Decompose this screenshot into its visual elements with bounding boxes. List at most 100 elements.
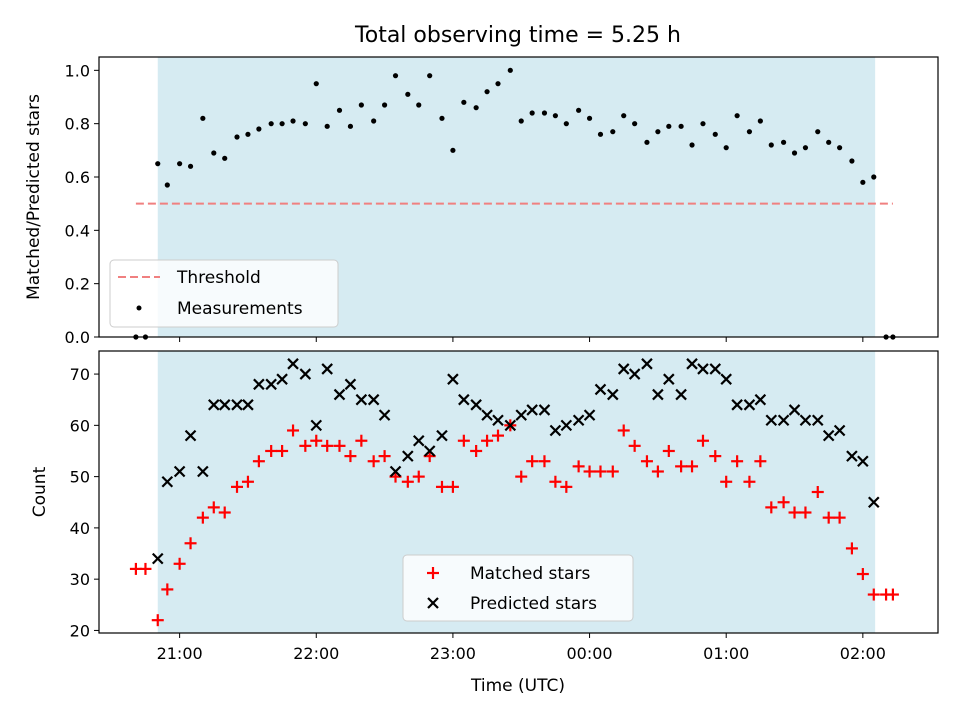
bottom-axes-frame [98,350,939,634]
matched-star-point [720,475,733,488]
predicted-star-point [218,399,231,411]
measurement-point [678,123,684,129]
top-legend-box [109,259,339,328]
measurement-point [576,107,582,113]
predicted-star-point [811,414,824,426]
top-y-tick-label: 0.4 [65,221,90,240]
matched-star-point [276,444,289,457]
matched-star-point [845,542,858,555]
predicted-star-point [447,373,459,385]
matched-star-point [640,455,653,468]
measurement-point [313,81,319,87]
legend-matched-label: Matched stars [470,564,590,584]
matched-star-point [856,568,869,581]
legend-threshold-label: Threshold [176,268,261,288]
matched-star-point [777,496,790,509]
bottom-y-axis-label: Count [30,466,50,517]
matched-star-point [743,475,756,488]
measurement-point [200,115,206,121]
matched-star-point [139,562,152,575]
predicted-star-point [151,552,164,565]
measurement-point [347,123,354,129]
top-y-axis-label: Matched/Predicted stars [24,94,44,300]
matched-star-point [355,434,368,447]
matched-star-point [606,465,619,478]
bottom-y-tick-label: 60 [70,416,90,435]
matched-star-point [412,470,425,483]
predicted-star-point [799,414,812,426]
predicted-star-point [515,409,528,421]
x-axis-label: Time (UTC) [470,676,565,696]
measurement-point [211,150,217,156]
measurement-point [768,142,774,148]
predicted-star-point [788,404,801,416]
measurement-point [450,147,456,153]
predicted-star-point [822,429,835,442]
predicted-star-point [161,475,174,488]
predicted-star-point [184,429,197,442]
bottom-legend: Matched stars Predicted stars [402,554,634,622]
measurement-point [381,102,388,108]
measurement-point [757,118,763,124]
predicted-star-point [367,393,380,406]
predicted-star-point [423,445,436,457]
predicted-star-point [276,373,288,385]
predicted-star-point [299,368,312,380]
predicted-star-point [492,414,504,426]
predicted-star-point [765,414,778,426]
predicted-star-point [709,363,722,375]
matched-star-point [651,465,664,478]
predicted-star-point [607,388,619,401]
measurement-point [700,121,706,127]
measurement-point [155,161,161,167]
predicted-star-point [594,383,607,396]
bottom-panel: 20 30 40 50 60 70 21:00 22:00 23:00 00:00 01:00 02:… [30,350,939,696]
matched-star-point [696,434,709,447]
matched-star-point [731,455,744,468]
measurement-point [689,142,695,148]
measurement-point [849,158,855,164]
legend-measurements-label: Measurements [177,299,303,319]
measurement-point [495,81,501,87]
x-tick-label: 00:00 [567,644,613,663]
predicted-star-point [641,358,653,370]
bottom-y-tick-label: 20 [70,621,90,640]
measurement-point [439,115,445,121]
matched-star-point [811,486,824,498]
predicted-star-point [867,496,880,509]
matched-star-point [378,450,391,463]
measurement-point [484,89,490,95]
bottom-y-tick-label: 40 [70,519,90,538]
measurement-point [826,139,832,145]
matched-star-point [310,434,323,447]
measurement-point [837,145,843,151]
measurement-point [392,73,399,79]
measurement-point [256,126,262,132]
predicted-star-point [333,388,346,401]
top-legend: Threshold Measurements [109,259,339,328]
measurement-point [597,131,604,137]
measurement-point [734,113,740,119]
matched-star-point [241,475,254,488]
matched-star-point [184,537,197,550]
measurement-point [324,123,330,129]
matched-star-point [367,455,380,468]
top-panel: 0.0 0.2 0.4 0.6 0.8 1.0 Matched/Predicted sta… [24,56,939,347]
predicted-star-point [526,404,538,416]
predicted-star-point [355,393,368,406]
matched-star-point [481,434,494,447]
predicted-star-point [857,455,869,468]
measurement-point [586,115,593,121]
predicted-star-point [538,404,551,416]
matched-star-point [628,439,641,452]
predicted-star-point [173,465,186,478]
matched-star-point [231,480,244,493]
measurement-point [802,145,809,151]
measurement-point [529,110,535,116]
measurement-point [187,163,194,169]
measurement-point [871,174,877,180]
predicted-star-point [652,388,664,401]
matched-star-point [709,450,722,463]
predicted-star-point [389,465,402,478]
bottom-y-tick-label: 30 [70,570,90,589]
